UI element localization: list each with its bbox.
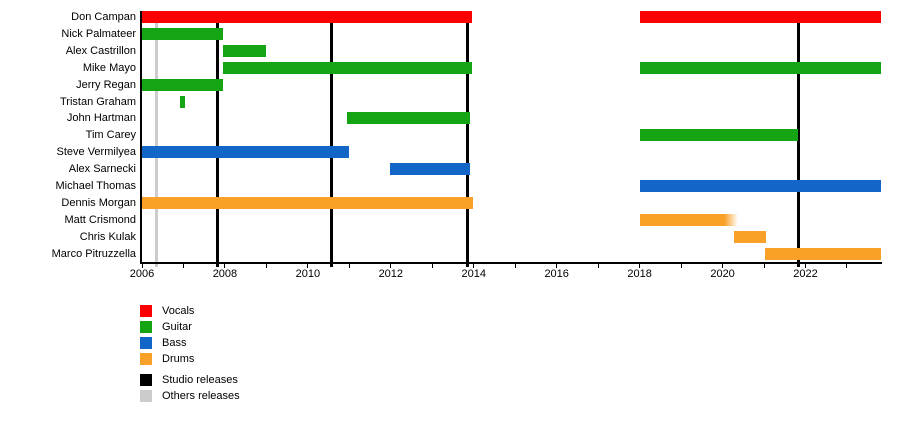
legend-item-drums: Drums [140,353,240,365]
legend-label-drums: Drums [162,353,195,365]
x-axis-tick-label: 2008 [212,268,238,280]
legend-swatch-guitar [140,321,152,333]
x-axis-tick [431,264,433,268]
legend-swatch-others-releases [140,390,152,402]
studio-release-line [796,11,800,267]
legend-item-bass: Bass [140,337,240,349]
legend-item-guitar: Guitar [140,321,240,333]
x-axis-tick [805,264,807,268]
legend-label-guitar: Guitar [162,321,192,333]
member-label-jerry-regan: Jerry Regan [76,78,136,91]
legend-swatch-bass [140,337,152,349]
x-axis-tick [265,264,267,268]
timeline-bar-steve-vermilyea-bass [142,146,350,159]
member-label-don-campan: Don Campan [71,11,136,23]
timeline-bar-alex-castrillon-guitar [222,44,266,57]
x-axis-tick [556,264,558,268]
x-axis-tick [639,264,641,268]
x-axis-tick-label: 2022 [793,268,818,280]
x-axis-tick [597,264,599,268]
member-label-tristan-graham: Tristan Graham [59,95,136,108]
legend-label-bass: Bass [162,337,187,349]
x-axis-tick [224,264,226,268]
timeline-bar-matt-crismond-drums [639,213,739,226]
timeline-bar-don-campan-vocals [142,11,472,23]
timeline-bar-tim-carey-guitar [639,129,799,142]
timeline-bar-don-campan-vocals [639,11,881,23]
legend: Vocals Guitar Bass Drums Studio releases Othe… [140,305,240,402]
timeline-bar-mike-mayo-guitar [222,61,472,74]
x-axis-tick [514,264,516,268]
legend-item-vocals: Vocals [140,305,240,317]
others-release-line [155,11,158,267]
studio-release-line [465,11,469,267]
x-axis-tick [763,264,765,268]
x-axis-tick-label: 2020 [710,268,735,280]
member-label-steve-vermilyea: Steve Vermilyea [56,146,136,159]
x-axis-tick [182,264,184,268]
x-axis-tick [680,264,682,268]
timeline-bar-alex-sarnecki-bass [389,163,471,176]
x-axis-tick [473,264,475,268]
y-axis-spine [140,11,142,262]
timeline-bar-chris-kulak-drums [734,230,767,243]
member-label-matt-crismond: Matt Crismond [64,213,136,226]
x-axis-tick-label: 2006 [129,268,155,280]
timeline-bar-jerry-regan-guitar [142,78,223,91]
x-axis-tick-label: 2010 [295,268,321,280]
timeline-bar-john-hartman-guitar [346,112,470,125]
legend-swatch-vocals [140,305,152,317]
x-axis-tick-label: 2012 [378,268,404,280]
member-label-john-hartman: John Hartman [66,112,136,125]
timeline-bar-marco-pitruzzella-drums [765,247,881,260]
studio-release-line [330,11,334,267]
legend-item-studio-releases: Studio releases [140,374,240,386]
studio-release-line [216,11,220,267]
x-axis-tick [348,264,350,268]
legend-swatch-studio-releases [140,374,152,386]
legend-label-others-releases: Others releases [162,390,240,402]
x-axis-tick [390,264,392,268]
x-axis-tick [307,264,309,268]
timeline-bar-dennis-morgan-drums [142,196,473,209]
x-axis-tick-label: 2016 [544,268,569,280]
timeline-bar-michael-thomas-bass [639,180,881,192]
member-label-michael-thomas: Michael Thomas [55,180,137,192]
timeline-bar-mike-mayo-guitar [639,61,881,74]
member-label-dennis-morgan: Dennis Morgan [61,196,136,209]
legend-item-others-releases: Others releases [140,390,240,402]
member-label-nick-palmateer: Nick Palmateer [61,27,136,40]
x-axis-tick [141,264,143,268]
x-axis-tick-label: 2014 [461,268,486,280]
member-label-marco-pitruzzella: Marco Pitruzzella [51,247,136,260]
legend-swatch-drums [140,353,152,365]
member-label-alex-sarnecki: Alex Sarnecki [68,163,136,176]
member-label-mike-mayo: Mike Mayo [82,61,136,74]
x-axis-tick [722,264,724,268]
legend-label-vocals: Vocals [162,305,195,317]
x-axis-tick [846,264,848,268]
legend-label-studio-releases: Studio releases [162,374,238,386]
member-label-chris-kulak: Chris Kulak [79,230,136,243]
member-label-alex-castrillon: Alex Castrillon [65,44,136,57]
timeline-bar-tristan-graham-guitar [180,95,186,108]
x-axis-tick-label: 2018 [627,268,652,280]
member-label-tim-carey: Tim Carey [85,129,136,142]
timeline-bar-nick-palmateer-guitar [142,27,223,40]
x-axis-spine [140,262,882,264]
